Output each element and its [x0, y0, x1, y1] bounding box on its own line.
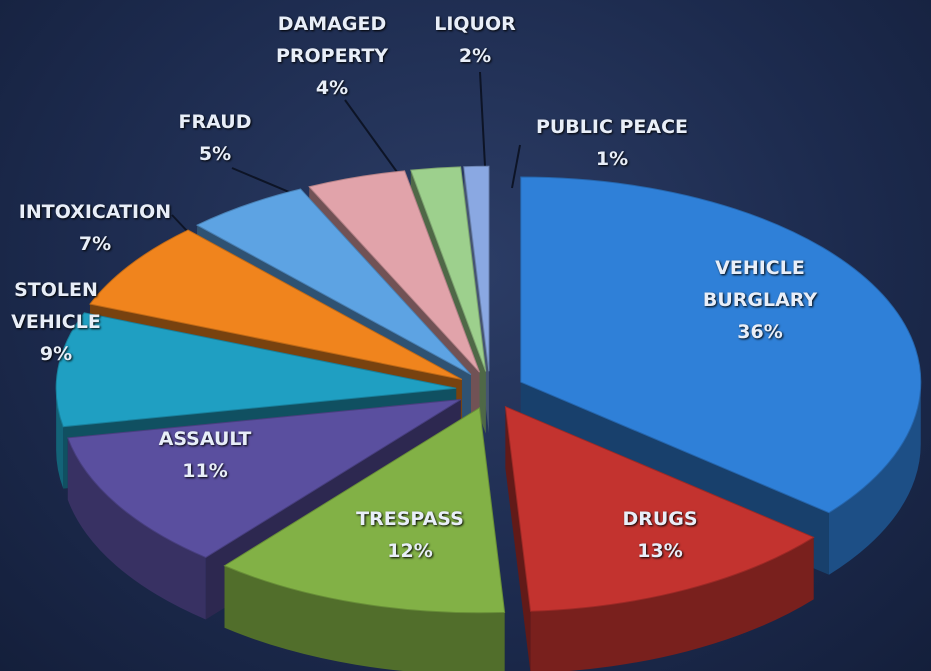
- value-label: 11%: [182, 460, 228, 482]
- leader-line: [511, 144, 521, 189]
- slice-label: DRUGS 13%: [580, 503, 740, 567]
- slice: [520, 176, 922, 514]
- value-label: 13%: [637, 540, 683, 562]
- value-label: 9%: [39, 343, 73, 365]
- slice-label: PUBLIC PEACE 1%: [512, 111, 712, 175]
- slice: [223, 406, 506, 614]
- slice-wall: [224, 565, 505, 671]
- slice-wall: [530, 537, 814, 671]
- category-name: DRUGS: [622, 508, 698, 530]
- slice-label: LIQUOR 2%: [415, 8, 535, 72]
- category-name: FRAUD: [178, 111, 252, 133]
- slice: [55, 312, 457, 428]
- slice: [504, 405, 815, 612]
- value-label: 5%: [198, 143, 232, 165]
- category-name: TRESPASS: [356, 508, 464, 530]
- slice: [195, 188, 472, 375]
- slice: [463, 165, 490, 372]
- value-label: 1%: [595, 148, 629, 170]
- slice: [308, 170, 480, 373]
- slice-label: ASSAULT 11%: [125, 423, 285, 487]
- value-label: 12%: [387, 540, 433, 562]
- value-label: 7%: [78, 233, 112, 255]
- slice-wall: [56, 388, 64, 489]
- value-label: 4%: [315, 77, 349, 99]
- slice-label: DAMAGED PROPERTY 4%: [257, 8, 407, 104]
- slice-label: INTOXICATION 7%: [0, 196, 195, 260]
- slice-label: FRAUD 5%: [155, 106, 275, 170]
- slice: [410, 166, 487, 372]
- category-name: PUBLIC PEACE: [535, 116, 689, 138]
- slice: [67, 399, 461, 559]
- category-name: ASSAULT: [158, 428, 252, 450]
- category-name: LIQUOR: [434, 13, 516, 35]
- slice-wall: [828, 382, 921, 575]
- slice-side: [505, 406, 531, 671]
- category-name: INTOXICATION: [18, 201, 172, 223]
- slice: [89, 229, 463, 380]
- category-name: DAMAGED PROPERTY: [275, 13, 389, 67]
- slice-wall: [67, 437, 206, 620]
- category-name: VEHICLE BURGLARY: [702, 257, 818, 311]
- value-label: 2%: [458, 45, 492, 67]
- slice-label: STOLEN VEHICLE 9%: [1, 274, 111, 370]
- category-name: STOLEN VEHICLE: [11, 279, 101, 333]
- value-label: 36%: [737, 321, 783, 343]
- slice-label: TRESPASS 12%: [330, 503, 490, 567]
- slice-label: VEHICLE BURGLARY 36%: [660, 252, 860, 348]
